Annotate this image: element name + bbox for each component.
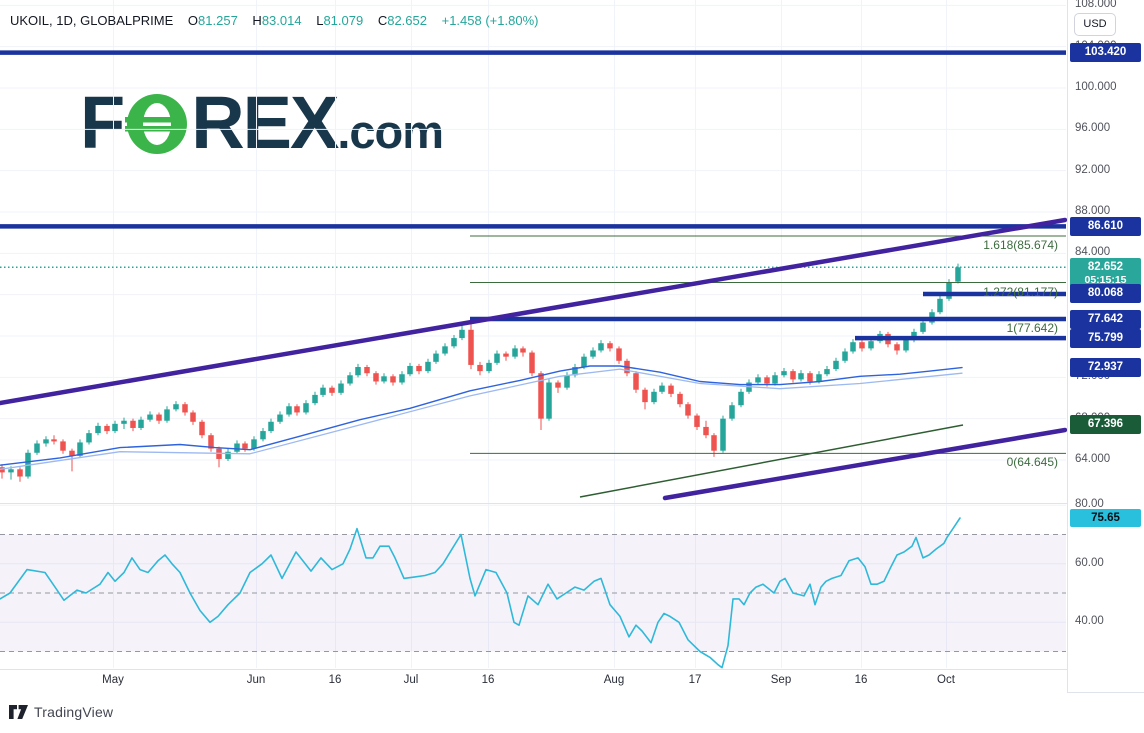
- low-label: L: [316, 13, 324, 28]
- forex-com-watermark: F REX.com: [80, 80, 444, 165]
- countdown-timer: 05:15:15: [1084, 274, 1127, 287]
- price-level-badge: 82.652 05:15:15: [1070, 258, 1141, 290]
- time-tick: May: [102, 674, 124, 686]
- tradingview-label: TradingView: [34, 704, 114, 720]
- price-level-badge: 80.068: [1070, 284, 1141, 304]
- price-tick: 96.000: [1075, 122, 1111, 135]
- open-value: 81.257: [198, 13, 238, 28]
- symbol-legend[interactable]: UKOIL, 1D, GLOBALPRIME O81.257 H83.014 L…: [10, 13, 538, 28]
- price-tick: 88.000: [1075, 205, 1111, 217]
- tradingview-logo-icon: [9, 705, 28, 719]
- watermark-rex: REX: [191, 81, 339, 164]
- fib-level-label: 0(64.645): [1006, 455, 1058, 470]
- time-tick: Aug: [603, 674, 625, 686]
- price-level-badge: 86.610: [1070, 216, 1141, 236]
- price-level-badge: 67.396: [1070, 415, 1141, 435]
- watermark-f: F: [80, 81, 125, 164]
- time-tick: 17: [688, 674, 702, 686]
- tradingview-attribution[interactable]: TradingView: [9, 704, 113, 720]
- time-tick: 16: [328, 674, 342, 686]
- fib-level-label: 1.272(81.177): [983, 284, 1058, 299]
- price-tick: 64.000: [1075, 453, 1111, 465]
- price-tick: 100.000: [1075, 81, 1117, 93]
- rsi-tick: 40.00: [1075, 615, 1104, 628]
- price-tick: 108.000: [1075, 0, 1117, 11]
- price-tick: 84.000: [1075, 246, 1111, 259]
- forex-o-logo-icon: [115, 94, 188, 154]
- change-value: +1.458 (+1.80%): [441, 13, 539, 28]
- time-tick: 16: [481, 674, 495, 686]
- low-value: 81.079: [323, 13, 364, 28]
- price-level-badge: 103.420: [1070, 43, 1141, 63]
- close-label: C: [377, 13, 388, 28]
- price-axis[interactable]: 108.000104.000100.00096.00092.00088.0008…: [1067, 0, 1144, 692]
- time-tick: 16: [854, 674, 868, 686]
- open-label: O: [187, 13, 199, 28]
- rsi-tick: 60.00: [1075, 556, 1104, 569]
- fib-level-label: 1.618(85.674): [983, 238, 1058, 253]
- time-tick: Sep: [770, 674, 792, 686]
- currency-unit-button[interactable]: USD: [1074, 13, 1116, 36]
- rsi-tick: 80.00: [1075, 498, 1104, 511]
- high-label: H: [252, 13, 262, 28]
- price-level-badge: 72.937: [1070, 358, 1141, 378]
- rsi-value-badge: 75.65: [1070, 508, 1141, 527]
- price-level-badge: 77.642: [1070, 309, 1141, 329]
- high-value: 83.014: [261, 13, 302, 28]
- fib-level-label: 1(77.642): [1006, 321, 1058, 336]
- watermark-com: .com: [337, 105, 444, 158]
- close-value: 82.652: [387, 13, 427, 28]
- time-axis[interactable]: May Jun 16 Jul 16 Aug 17 Sep 16 Oct: [0, 670, 1067, 693]
- price-tick: 92.000: [1075, 163, 1111, 176]
- time-tick: Jul: [403, 674, 419, 686]
- price-level-badge: 75.799: [1070, 328, 1141, 348]
- symbol-title[interactable]: UKOIL, 1D, GLOBALPRIME: [10, 13, 174, 28]
- time-tick: Oct: [937, 674, 955, 686]
- time-tick: Jun: [246, 674, 266, 686]
